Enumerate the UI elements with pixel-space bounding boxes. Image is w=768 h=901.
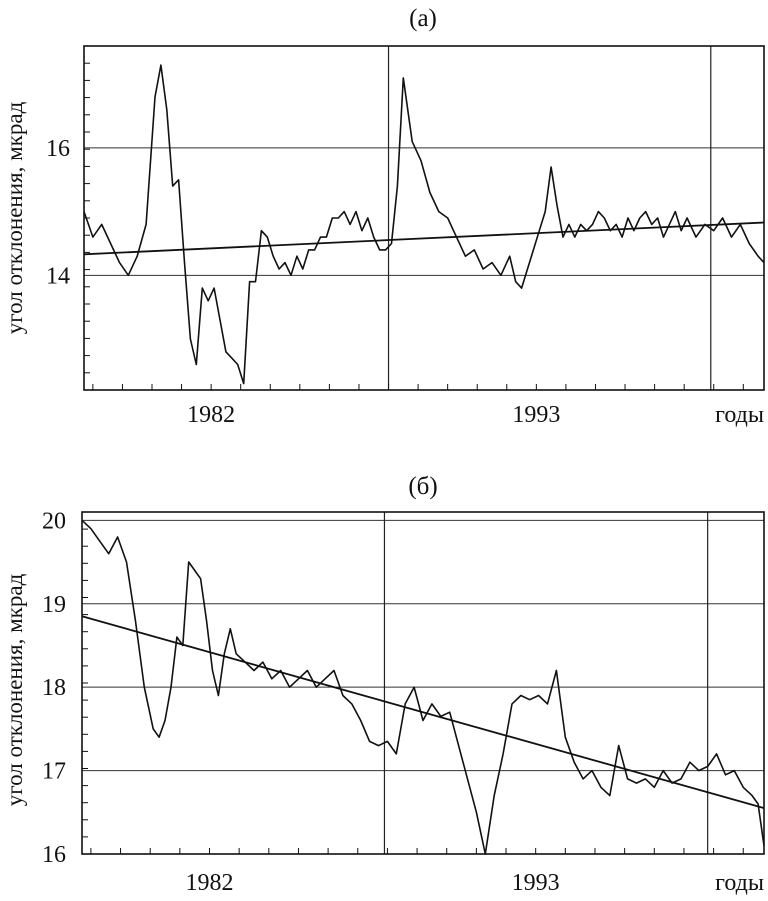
- panel-b-ticks: [82, 528, 744, 854]
- y-tick-label: 17: [42, 759, 66, 785]
- panel-b: (б) угол отклонения, мкрад 16 17 18 19 20 19…: [2, 473, 765, 896]
- x-tick-label: 1993: [512, 870, 560, 896]
- x-tick-label: 1993: [512, 402, 560, 428]
- panel-a-y-tick-labels: 14 16: [46, 136, 70, 289]
- x-tick-label: 1982: [186, 870, 234, 896]
- panel-a-ticks: [84, 62, 744, 390]
- y-tick-label: 16: [42, 842, 66, 868]
- y-tick-label: 14: [46, 263, 70, 289]
- panel-a-title: (а): [409, 5, 437, 32]
- panel-b-x-tick-labels: 1982 1993: [186, 870, 560, 896]
- y-tick-label: 18: [42, 675, 66, 701]
- panel-a-x-tick-labels: 1982 1993: [187, 402, 560, 428]
- y-tick-label: 19: [42, 592, 66, 618]
- panel-a-data-line: [83, 64, 765, 385]
- panel-b-y-axis-label: угол отклонения, мкрад: [2, 573, 27, 806]
- x-tick-label: 1982: [187, 402, 235, 428]
- y-tick-label: 20: [42, 508, 66, 534]
- panel-b-y-tick-labels: 16 17 18 19 20: [42, 508, 66, 868]
- panel-b-trend-line: [81, 615, 765, 809]
- panel-b-grid: [82, 512, 764, 854]
- panel-a-grid: [84, 46, 764, 390]
- panel-a-frame: [83, 45, 765, 391]
- panel-a-trend-line: [83, 221, 765, 256]
- panel-b-x-unit-label: годы: [715, 870, 764, 896]
- panel-a-y-axis-label: угол отклонения, мкрад: [2, 101, 27, 334]
- panel-b-frame: [81, 511, 765, 855]
- panel-a: (а) угол отклонения, мкрад 14 16 1982 1993…: [2, 5, 765, 428]
- panel-a-x-unit-label: годы: [715, 402, 764, 428]
- panel-b-data-line: [81, 519, 765, 855]
- y-tick-label: 16: [46, 136, 70, 162]
- panel-b-title: (б): [408, 473, 437, 500]
